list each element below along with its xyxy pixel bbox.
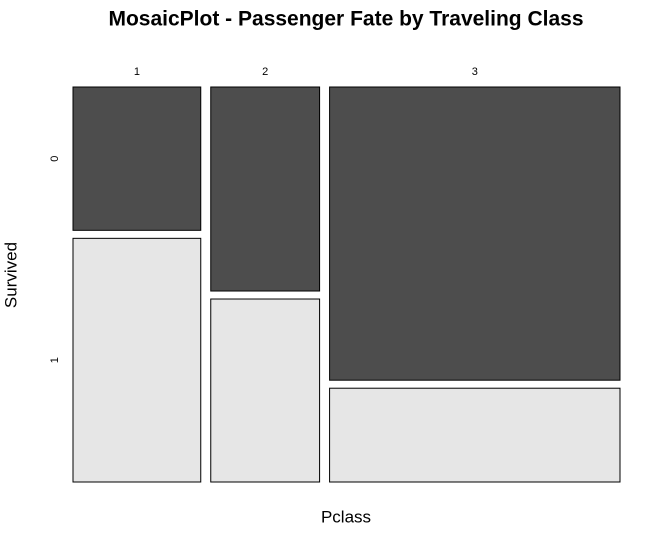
- mosaic-tile: [210, 86, 321, 292]
- x-tick-label: 3: [472, 66, 478, 78]
- x-tick-label: 1: [134, 66, 140, 78]
- mosaic-tile: [72, 86, 202, 231]
- x-tick-label: 2: [262, 66, 268, 78]
- chart-title: MosaicPlot - Passenger Fate by Traveling…: [108, 8, 583, 31]
- x-axis-label: Pclass: [321, 507, 371, 526]
- y-axis-label: Survived: [1, 242, 20, 308]
- mosaic-tile: [329, 86, 621, 381]
- mosaic-tile: [210, 298, 321, 483]
- y-tick-label: 0: [49, 156, 61, 162]
- mosaic-tile: [329, 387, 621, 483]
- mosaic-tile: [72, 237, 202, 483]
- y-tick-label: 1: [49, 357, 61, 363]
